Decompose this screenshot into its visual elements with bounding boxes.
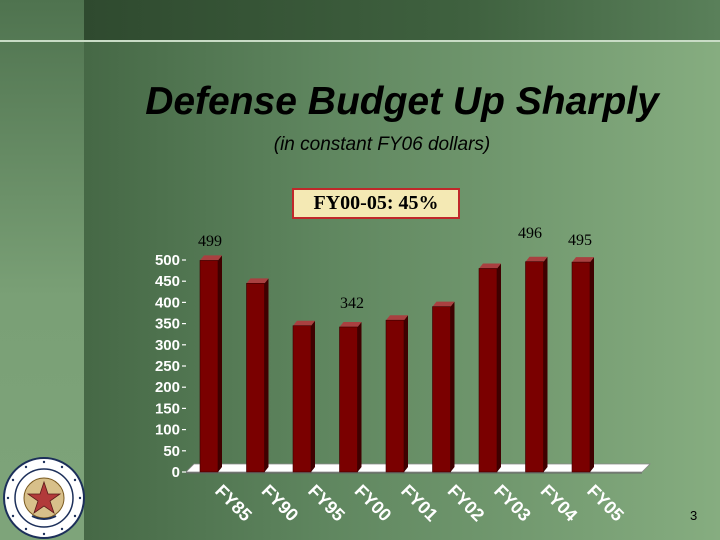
bars bbox=[199, 255, 594, 473]
bar-side-face bbox=[264, 278, 269, 472]
bar-fy04 bbox=[525, 256, 548, 473]
bar-fy90 bbox=[246, 278, 269, 473]
x-tick-label: FY04 bbox=[537, 481, 582, 526]
y-tick-label: 500 bbox=[155, 252, 180, 269]
left-background-band bbox=[0, 0, 84, 540]
bar-top-face bbox=[525, 256, 548, 262]
x-tick-label: FY01 bbox=[397, 481, 442, 526]
bar-top-face bbox=[339, 321, 362, 327]
bar-side-face bbox=[311, 320, 315, 472]
bar-side-face bbox=[450, 301, 455, 472]
bar-side-face bbox=[543, 256, 548, 472]
bar-front-face bbox=[199, 260, 219, 473]
data-labels: 499 342 496 495 bbox=[198, 225, 592, 312]
x-axis-labels: FY85 FY90 FY95 FY00 FY01 FY02 FY03 FY04 FY05 bbox=[211, 481, 628, 526]
bar-side-face bbox=[497, 263, 501, 472]
bar-fy85 bbox=[199, 255, 222, 473]
page-number: 3 bbox=[690, 508, 698, 523]
bar-top-face bbox=[246, 278, 269, 284]
bar-fy05 bbox=[571, 257, 594, 473]
bar-top-face bbox=[432, 301, 455, 307]
bar-top-face bbox=[572, 257, 594, 263]
y-tick-label: 300 bbox=[155, 337, 180, 354]
bar-side-face bbox=[218, 255, 222, 472]
bar-fy95 bbox=[292, 320, 315, 473]
y-tick-label: 350 bbox=[155, 316, 180, 333]
data-label: 496 bbox=[518, 225, 542, 242]
data-label: 342 bbox=[340, 295, 364, 312]
data-label: 495 bbox=[568, 232, 592, 249]
bar-side-face bbox=[357, 321, 362, 472]
x-tick-label: FY05 bbox=[583, 481, 628, 526]
y-tick-label: 200 bbox=[155, 379, 180, 396]
bar-front-face bbox=[571, 261, 591, 473]
y-tick-label: 100 bbox=[155, 422, 180, 439]
bar-front-face bbox=[246, 283, 265, 473]
x-tick-label: FY00 bbox=[351, 481, 396, 526]
bar-front-face bbox=[432, 306, 451, 473]
bar-fy00 bbox=[339, 321, 362, 473]
y-tick-label: 0 bbox=[172, 464, 180, 481]
bar-top-face bbox=[293, 320, 315, 326]
growth-callout: FY00-05: 45% bbox=[292, 188, 460, 219]
bar-side-face bbox=[404, 315, 408, 472]
y-tick-label: 450 bbox=[155, 273, 180, 290]
bar-front-face bbox=[478, 268, 498, 473]
y-tick-label: 50 bbox=[163, 443, 180, 460]
bar-top-face bbox=[200, 255, 222, 261]
top-background-band bbox=[84, 0, 720, 40]
y-tick-label: 150 bbox=[155, 400, 180, 417]
bar-fy03 bbox=[478, 263, 501, 473]
x-tick-label: FY95 bbox=[304, 481, 349, 526]
data-label: 499 bbox=[198, 233, 222, 250]
x-tick-label: FY02 bbox=[444, 481, 489, 526]
bar-fy02 bbox=[432, 301, 455, 473]
bar-front-face bbox=[385, 319, 405, 473]
bar-fy01 bbox=[385, 315, 408, 473]
bar-side-face bbox=[590, 257, 594, 472]
bar-top-face bbox=[386, 315, 408, 321]
bar-front-face bbox=[525, 261, 544, 473]
bar-front-face bbox=[339, 326, 358, 473]
x-tick-label: FY03 bbox=[490, 481, 535, 526]
asmc-seal-logo bbox=[3, 457, 85, 539]
top-divider-line bbox=[0, 40, 720, 42]
y-tick-label: 400 bbox=[155, 294, 180, 311]
x-tick-label: FY85 bbox=[211, 481, 256, 526]
y-tick-label: 250 bbox=[155, 358, 180, 375]
bar-front-face bbox=[292, 325, 312, 473]
slide-title: Defense Budget Up Sharply bbox=[145, 80, 659, 123]
slide-subtitle: (in constant FY06 dollars) bbox=[273, 134, 491, 155]
bar-top-face bbox=[479, 263, 501, 269]
x-tick-label: FY90 bbox=[258, 481, 303, 526]
